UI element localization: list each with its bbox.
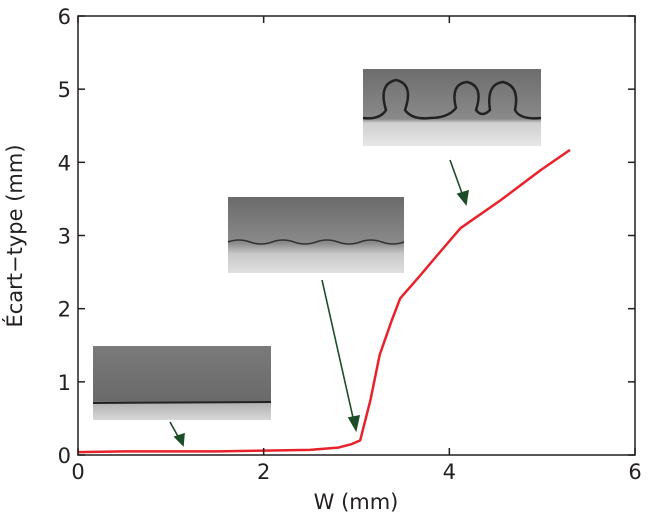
x-tick-label: 6 [628, 460, 641, 484]
y-tick-label: 0 [58, 444, 71, 468]
plot [77, 148, 571, 454]
y-tick-label: 6 [58, 5, 71, 29]
y-axis-label: Écart−type (mm) [2, 144, 27, 327]
arrows [169, 159, 469, 447]
arrow [321, 279, 355, 423]
data-line [77, 148, 571, 454]
y-tick-label: 3 [58, 225, 71, 249]
arrow [347, 414, 361, 433]
arrow [449, 159, 464, 197]
y-tick-label: 1 [58, 371, 71, 395]
x-tick-label: 4 [443, 460, 456, 484]
x-axis-label: W (mm) [314, 490, 399, 514]
arrow [173, 432, 185, 447]
inset-image [362, 78, 542, 120]
y-tick-label: 5 [58, 78, 71, 102]
y-tick-label: 2 [58, 298, 71, 322]
arrow [456, 189, 469, 206]
y-tick-label: 4 [58, 151, 71, 175]
inset-image [93, 346, 271, 420]
inset-images [92, 69, 542, 420]
x-tick-label: 2 [257, 460, 270, 484]
inset-image [92, 401, 272, 404]
x-tick-label: 0 [71, 460, 84, 484]
inset-image [228, 197, 404, 273]
inset-image [227, 239, 405, 245]
